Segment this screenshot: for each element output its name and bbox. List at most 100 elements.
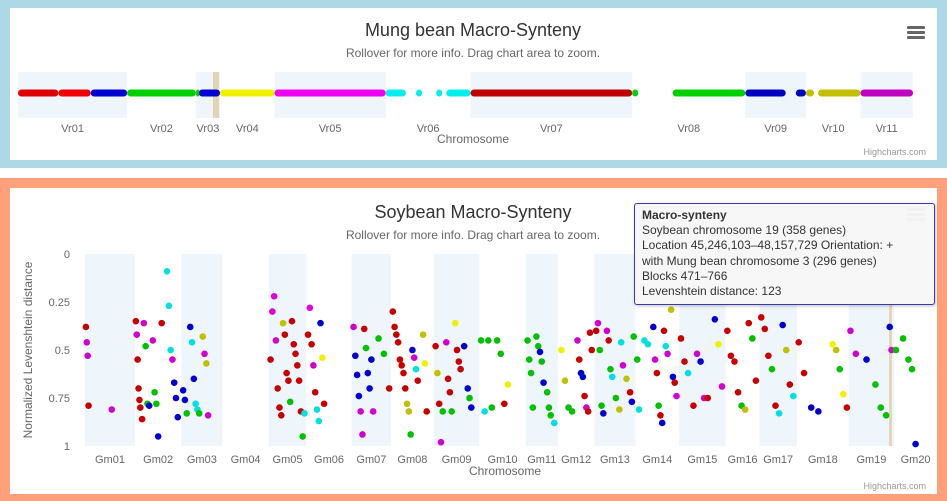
synteny-point[interactable] [484, 337, 492, 344]
synteny-point[interactable] [410, 354, 418, 361]
synteny-point[interactable] [421, 360, 429, 367]
synteny-point[interactable] [877, 404, 885, 411]
synteny-point[interactable] [693, 350, 701, 358]
highcharts-credit[interactable]: Highcharts.com [863, 481, 926, 491]
synteny-point[interactable] [83, 339, 91, 346]
synteny-point[interactable] [872, 381, 879, 388]
synteny-point[interactable] [633, 356, 641, 363]
synteny-point[interactable] [464, 385, 472, 392]
synteny-point[interactable] [600, 410, 607, 417]
synteny-point[interactable] [832, 346, 840, 354]
synteny-point[interactable] [134, 356, 141, 363]
synteny-point[interactable] [662, 342, 670, 350]
synteny-point[interactable] [457, 365, 464, 373]
synteny-point[interactable] [190, 375, 198, 383]
synteny-segment[interactable] [18, 89, 59, 97]
synteny-segment[interactable] [470, 89, 633, 97]
synteny-point[interactable] [281, 331, 289, 338]
synteny-point[interactable] [892, 346, 900, 354]
synteny-point[interactable] [179, 387, 187, 394]
synteny-point[interactable] [558, 346, 565, 354]
synteny-point[interactable] [290, 340, 298, 348]
synteny-point[interactable] [301, 410, 308, 417]
synteny-point[interactable] [153, 400, 160, 408]
synteny-point[interactable] [843, 404, 851, 411]
synteny-point[interactable] [375, 335, 382, 342]
synteny-point[interactable] [644, 340, 652, 348]
synteny-point[interactable] [534, 342, 542, 350]
synteny-point[interactable] [852, 350, 860, 358]
synteny-point[interactable] [391, 323, 398, 331]
synteny-point[interactable] [199, 333, 207, 340]
synteny-point[interactable] [765, 352, 772, 360]
synteny-point[interactable] [389, 308, 397, 315]
synteny-point[interactable] [448, 408, 455, 415]
synteny-point[interactable] [905, 356, 912, 363]
synteny-point[interactable] [660, 327, 668, 335]
synteny-segment[interactable] [274, 89, 386, 97]
synteny-point[interactable] [270, 292, 278, 300]
synteny-point[interactable] [295, 377, 303, 385]
synteny-point[interactable] [145, 402, 153, 409]
synteny-point[interactable] [136, 396, 143, 404]
synteny-point[interactable] [170, 379, 178, 386]
synteny-point[interactable] [616, 406, 623, 413]
synteny-point[interactable] [800, 369, 808, 377]
synteny-point[interactable] [313, 406, 321, 413]
synteny-point[interactable] [151, 388, 158, 396]
synteny-point[interactable] [203, 360, 210, 367]
synteny-point[interactable] [366, 385, 373, 392]
synteny-point[interactable] [649, 323, 657, 331]
synteny-point[interactable] [529, 404, 537, 411]
synteny-point[interactable] [711, 315, 719, 323]
synteny-point[interactable] [718, 383, 726, 390]
synteny-point[interactable] [667, 306, 675, 313]
synteny-point[interactable] [353, 371, 361, 379]
synteny-segment[interactable] [90, 89, 128, 97]
synteny-point[interactable] [396, 356, 404, 363]
synteny-point[interactable] [174, 413, 182, 421]
synteny-point[interactable] [501, 400, 508, 408]
highcharts-credit[interactable]: Highcharts.com [863, 147, 926, 157]
synteny-point[interactable] [543, 388, 551, 396]
synteny-segment[interactable] [58, 89, 91, 97]
synteny-segment[interactable] [446, 89, 471, 97]
synteny-point[interactable] [288, 317, 296, 325]
synteny-point[interactable] [882, 411, 890, 419]
synteny-point[interactable] [304, 331, 312, 338]
synteny-point[interactable] [863, 356, 870, 363]
synteny-point[interactable] [163, 267, 171, 275]
synteny-point[interactable] [497, 350, 505, 358]
synteny-point[interactable] [439, 408, 447, 415]
synteny-segment[interactable] [127, 89, 196, 97]
synteny-point[interactable] [405, 408, 413, 415]
synteny-point[interactable] [815, 408, 822, 415]
synteny-point[interactable] [550, 419, 558, 427]
synteny-point[interactable] [138, 415, 146, 423]
synteny-point[interactable] [807, 404, 815, 411]
synteny-point[interactable] [398, 362, 406, 369]
synteny-point[interactable] [149, 337, 157, 344]
synteny-point[interactable] [412, 365, 420, 373]
synteny-point[interactable] [195, 410, 203, 417]
synteny-segment[interactable] [436, 89, 443, 97]
synteny-segment[interactable] [860, 89, 913, 97]
synteny-point[interactable] [533, 333, 540, 340]
synteny-point[interactable] [369, 408, 377, 415]
synteny-point[interactable] [651, 356, 659, 363]
synteny-point[interactable] [183, 410, 191, 417]
synteny-point[interactable] [357, 408, 364, 415]
synteny-point[interactable] [731, 358, 738, 365]
synteny-point[interactable] [165, 302, 173, 310]
synteny-point[interactable] [653, 369, 661, 377]
synteny-point[interactable] [192, 400, 199, 408]
synteny-point[interactable] [704, 394, 712, 402]
synteny-point[interactable] [617, 339, 625, 346]
synteny-point[interactable] [579, 373, 587, 381]
synteny-point[interactable] [538, 358, 546, 365]
synteny-point[interactable] [847, 327, 854, 335]
synteny-point[interactable] [317, 319, 324, 327]
synteny-point[interactable] [446, 388, 454, 396]
synteny-point[interactable] [912, 440, 919, 448]
synteny-point[interactable] [453, 346, 461, 354]
